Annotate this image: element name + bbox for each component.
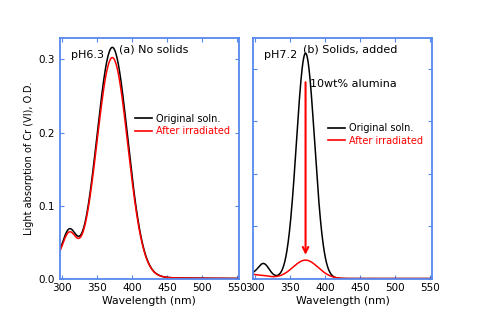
Y-axis label: Light absorption of Cr (VI), O.D.: Light absorption of Cr (VI), O.D. [24,81,35,235]
Legend: Original soln., After irradiated: Original soln., After irradiated [324,120,427,150]
Text: (a) No solids: (a) No solids [119,45,188,55]
X-axis label: Wavelength (nm): Wavelength (nm) [103,296,196,306]
Text: 10wt% alumina: 10wt% alumina [311,79,397,89]
Legend: Original soln., After irradiated: Original soln., After irradiated [131,110,234,140]
Text: pH6.3: pH6.3 [71,50,104,59]
X-axis label: Wavelength (nm): Wavelength (nm) [296,296,389,306]
Text: pH7.2: pH7.2 [264,50,297,59]
Text: (b) Solids, added: (b) Solids, added [303,45,397,55]
